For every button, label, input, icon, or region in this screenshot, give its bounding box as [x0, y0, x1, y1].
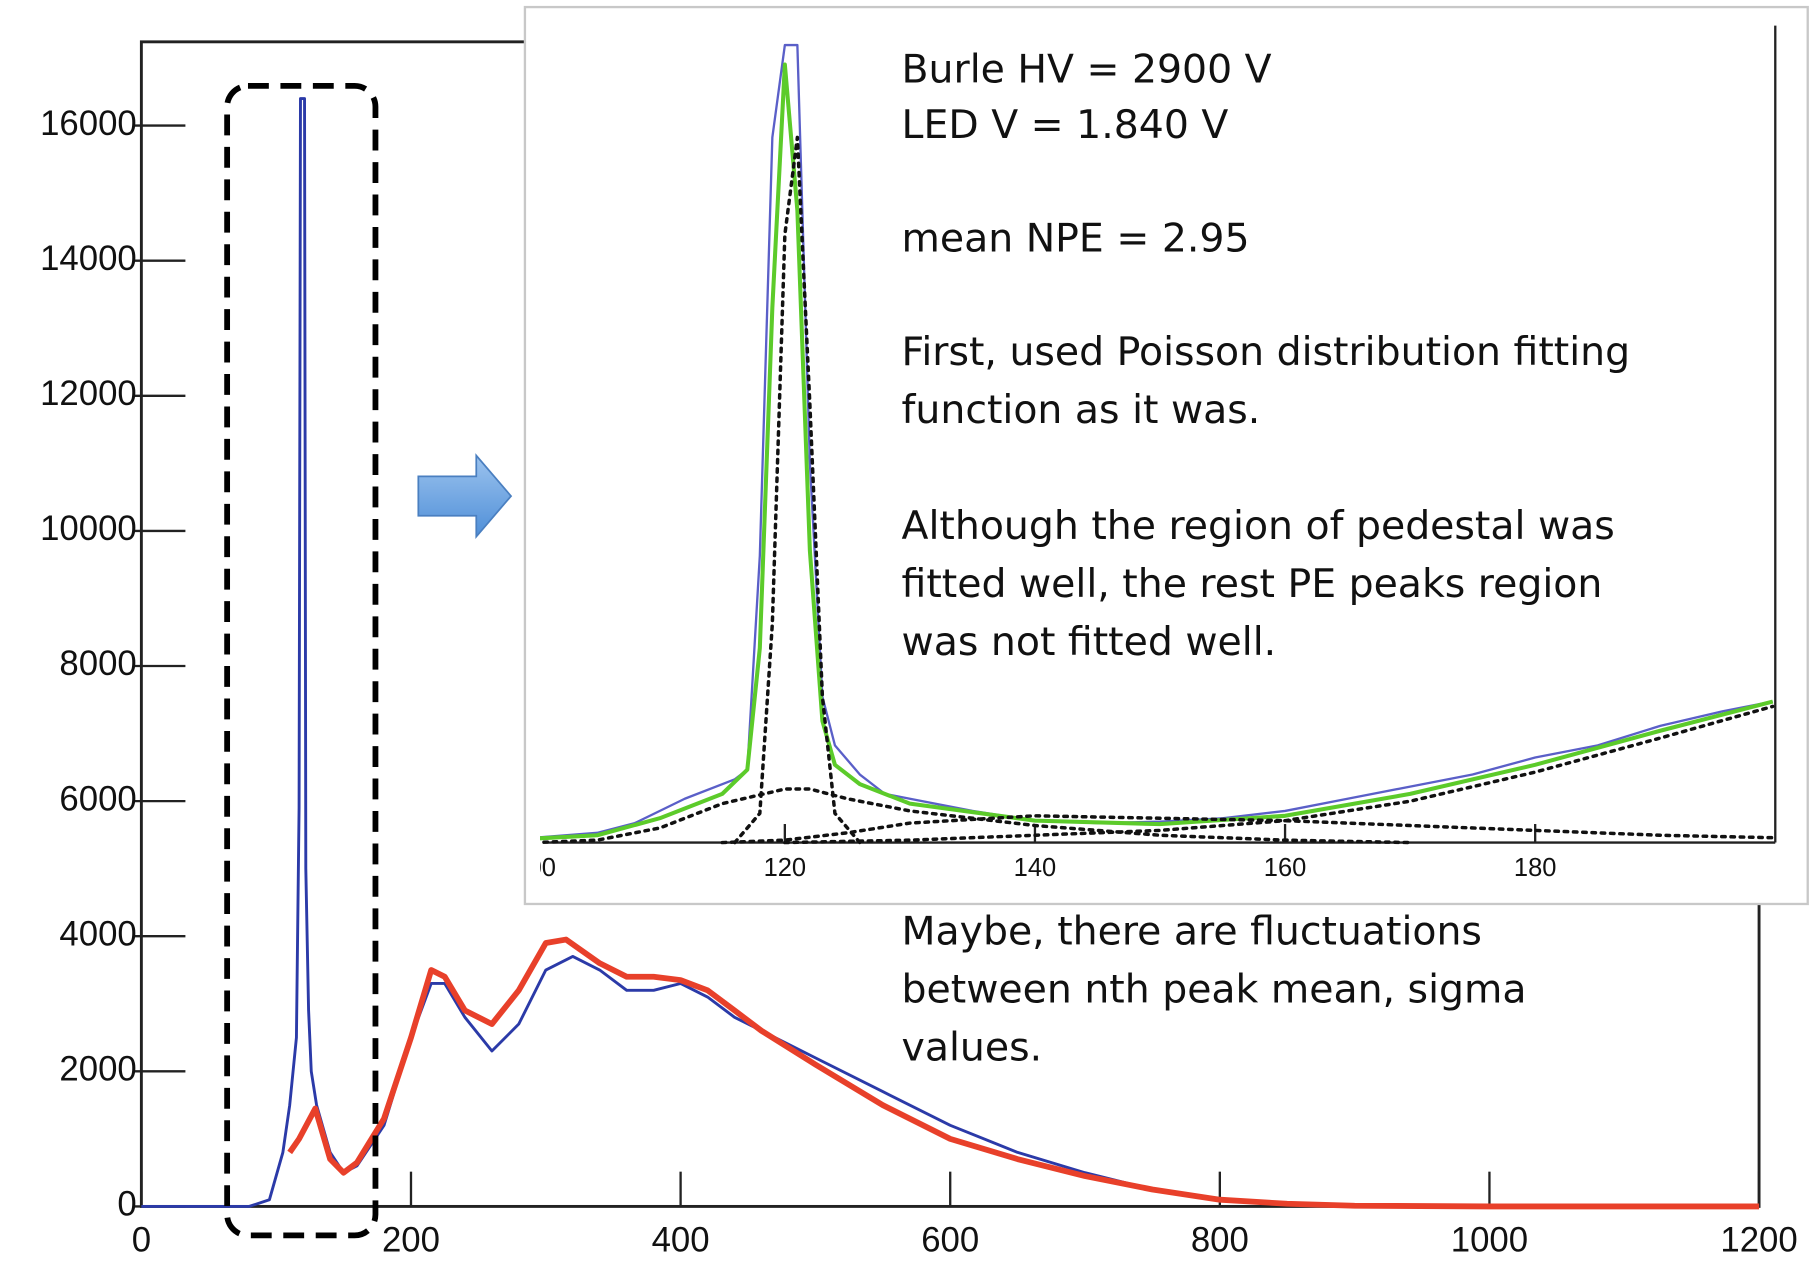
y-tick-label: 0: [117, 1186, 136, 1224]
highlight-box: [224, 82, 379, 1239]
series-line: [540, 62, 1774, 841]
annotation: First, used Poisson distribution fitting: [902, 329, 1631, 375]
y-tick-label: 10000: [40, 510, 137, 548]
annotation: values.: [902, 1024, 1043, 1070]
annotation: Burle HV = 2900 V: [902, 46, 1272, 92]
x-tick-label: 0: [132, 1222, 151, 1260]
x-tick-label: 100: [513, 854, 556, 882]
series-line: [540, 787, 1412, 845]
series-line: [783, 704, 1775, 845]
series-line: [141, 97, 1760, 1208]
y-tick-label: 14000: [40, 240, 137, 278]
inset-chart: 100 120 140 160 180: [513, 25, 1777, 882]
y-tick-label: 4000: [59, 915, 136, 953]
x-tick-label: 1000: [1451, 1222, 1528, 1260]
notes: Maybe, there are fluctuations between nth…: [902, 46, 1631, 1070]
x-tick-label: 800: [1191, 1222, 1249, 1260]
x-tick-label: 160: [1264, 854, 1307, 882]
y-tick-label: 12000: [40, 375, 137, 413]
annotation: Maybe, there are fluctuations: [902, 909, 1482, 955]
x-tick-label: 1200: [1720, 1222, 1797, 1260]
x-tick-label: 180: [1514, 854, 1557, 882]
annotation: LED V = 1.840 V: [902, 102, 1229, 148]
annotation: Although the region of pedestal was: [902, 503, 1615, 549]
series-line: [733, 135, 862, 845]
series-line: [720, 814, 1775, 845]
x-tick-label: 120: [764, 854, 807, 882]
annotation: between nth peak mean, sigma: [902, 967, 1527, 1013]
x-tick-label: 140: [1014, 854, 1057, 882]
x-tick-label: 600: [921, 1222, 979, 1260]
x-tick-label: 200: [382, 1222, 440, 1260]
annotation: was not fitted well.: [902, 619, 1277, 665]
y-tick-label: 16000: [40, 105, 137, 143]
annotation: mean NPE = 2.95: [902, 216, 1250, 262]
series-line: [287, 936, 1760, 1210]
arrow: [417, 453, 513, 539]
annotation: function as it was.: [902, 387, 1261, 433]
y-tick-label: 6000: [59, 780, 136, 818]
y-tick-label: 2000: [59, 1051, 136, 1089]
y-tick-label: 8000: [59, 645, 136, 683]
main-chart: 0 200 400 600 800 1000 12000200040006000800010…: [40, 97, 1798, 1260]
annotation: fitted well, the rest PE peaks region: [902, 561, 1603, 607]
x-tick-label: 400: [652, 1222, 710, 1260]
